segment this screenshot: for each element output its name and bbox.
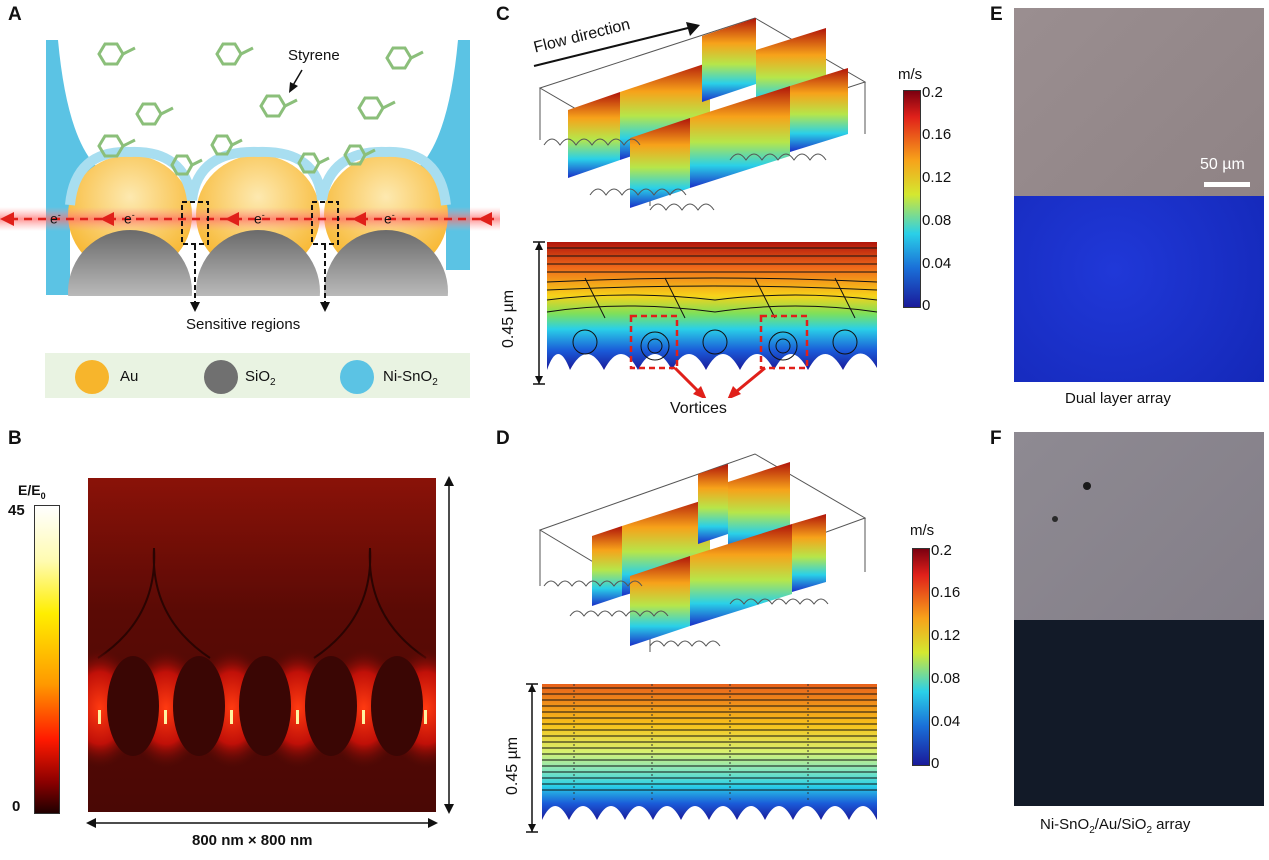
colorbar-tick-c: 0.12: [922, 169, 952, 186]
colorbar-min-b: 0: [12, 798, 21, 815]
styrene-icon: [165, 150, 205, 191]
styrene-icon: [128, 96, 178, 141]
styrene-icon: [90, 128, 140, 173]
caption-e: Dual layer array: [1065, 390, 1171, 407]
sensitive-regions-label: Sensitive regions: [186, 316, 301, 333]
micrograph-f-top: [1014, 432, 1264, 620]
micrograph-e-bottom: [1014, 196, 1264, 382]
panel-label-d: D: [496, 428, 510, 449]
flow-2d-c: [533, 241, 878, 398]
vortices-label: Vortices: [670, 400, 727, 417]
particle-dot: [1083, 482, 1091, 490]
colorbar-unit-c: m/s: [898, 66, 923, 83]
micrograph-e-top: [1014, 8, 1264, 196]
panel-label-c: C: [496, 4, 510, 25]
scalebar-e: [1204, 182, 1250, 187]
styrene-icon: [378, 40, 428, 85]
colorbar-tick-d: 0.04: [931, 713, 961, 730]
flow-3d-c: [538, 17, 867, 211]
styrene-icon: [338, 140, 378, 181]
styrene-icon: [350, 90, 400, 135]
electron-label: e-: [254, 210, 265, 227]
legend-nisno2-label: Ni-SnO2: [383, 368, 438, 388]
electron-label: e-: [124, 210, 135, 227]
colorbar-tick-c: 0.16: [922, 126, 952, 143]
scale-label-c: 0.45 µm: [500, 289, 517, 348]
flow-3d-d: [538, 453, 867, 652]
size-label-b: 800 nm × 800 nm: [192, 832, 313, 849]
scale-label-d: 0.45 µm: [504, 736, 521, 795]
styrene-icon: [252, 88, 302, 133]
styrene-icon: [205, 130, 245, 171]
panel-label-e: E: [990, 4, 1003, 25]
colorbar-tick-c: 0.2: [922, 84, 943, 101]
legend-sio2-label: SiO2: [245, 368, 276, 388]
height-arrow-b: [444, 476, 454, 814]
colorbar-tick-d: 0: [931, 755, 940, 772]
panel-label-a: A: [8, 4, 22, 25]
micrograph-f-bottom: [1014, 620, 1264, 806]
field-map-b: [88, 478, 436, 812]
scalebar-label-e: 50 µm: [1200, 156, 1245, 173]
colorbar-tick-c: 0: [922, 297, 931, 314]
colorbar-max-b: 45: [8, 502, 25, 519]
width-arrow-b: [86, 818, 438, 828]
colorbar-title-b: E/E0: [18, 482, 46, 501]
electron-label: e-: [50, 210, 61, 227]
panel-label-b: B: [8, 428, 22, 449]
styrene-label: Styrene: [288, 47, 340, 64]
panel-label-f: F: [990, 428, 1002, 449]
styrene-icon: [292, 148, 332, 189]
colorbar-tick-d: 0.16: [931, 584, 961, 601]
colorbar-tick-c: 0.08: [922, 212, 952, 229]
colorbar-b: [34, 505, 60, 814]
legend-au-label: Au: [120, 368, 139, 385]
flow-direction-arrow: [533, 22, 700, 67]
flow-2d-d: [526, 683, 877, 833]
colorbar-d: [912, 548, 930, 766]
schematic-a: [0, 40, 500, 398]
particle-dot: [1052, 516, 1058, 522]
styrene-icon: [208, 36, 258, 81]
colorbar-tick-c: 0.04: [922, 255, 952, 272]
styrene-icon: [90, 36, 140, 81]
caption-f: Ni-SnO2/Au/SiO2 array: [1040, 816, 1191, 836]
colorbar-tick-d: 0.12: [931, 627, 961, 644]
colorbar-tick-d: 0.08: [931, 670, 961, 687]
electron-label: e-: [384, 210, 395, 227]
colorbar-tick-d: 0.2: [931, 542, 952, 559]
legend-box: [45, 353, 470, 398]
colorbar-c: [903, 90, 921, 308]
colorbar-unit-d: m/s: [910, 522, 935, 539]
